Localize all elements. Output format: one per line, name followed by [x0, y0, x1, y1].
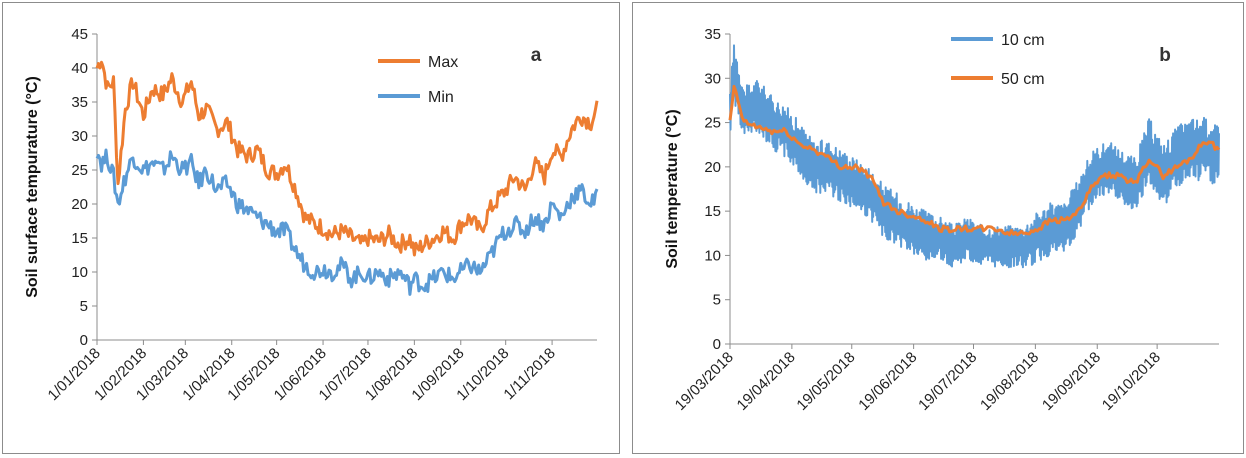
series-line-min	[95, 148, 599, 296]
x-tick-label: 19/05/2018	[793, 349, 858, 414]
y-tick-label: 10	[71, 264, 88, 281]
x-tick-label: 19/03/2018	[672, 349, 737, 414]
y-axis-label: Soil surface tempurature (°C)	[24, 76, 41, 298]
chart-panel-b: 0 5 10 15 20 25 30 35 19/03/2018 19/04/2018 19/05/…	[632, 2, 1244, 454]
legend-label-50-cm: 50 cm	[1001, 71, 1045, 88]
y-tick-label: 5	[80, 298, 88, 315]
y-tick-label: 35	[704, 26, 721, 43]
x-tick-label: 19/08/2018	[977, 349, 1042, 414]
panel-label: a	[531, 45, 542, 66]
y-tick-label: 0	[713, 336, 721, 353]
legend-label-max: Max	[428, 54, 458, 71]
y-tick-label: 0	[80, 332, 88, 349]
y-tick-label: 5	[713, 292, 721, 309]
legend-label-min: Min	[428, 89, 454, 106]
panel-label: b	[1159, 45, 1171, 66]
y-tick-label: 35	[71, 94, 88, 111]
x-tick-label: 19/10/2018	[1099, 349, 1164, 414]
y-tick-label: 45	[71, 26, 88, 43]
y-tick-label: 15	[71, 230, 88, 247]
y-tick-label: 20	[704, 159, 721, 176]
x-tick-label: 19/04/2018	[734, 349, 799, 414]
series-line-max	[95, 60, 599, 257]
y-tick-label: 30	[704, 70, 721, 87]
x-tick-label: 19/09/2018	[1039, 349, 1104, 414]
x-tick-label: 19/06/2018	[855, 349, 920, 414]
y-tick-label: 25	[71, 162, 88, 179]
y-axis-label: Soil temperature (°C)	[664, 109, 681, 268]
y-tick-label: 15	[704, 203, 721, 220]
series-line-10-cm	[729, 44, 1220, 269]
y-tick-label: 10	[704, 247, 721, 264]
legend-label-10-cm: 10 cm	[1001, 32, 1045, 49]
chart-b-svg: 0 5 10 15 20 25 30 35 19/03/201819/04/201819/05/…	[664, 26, 1221, 414]
series-line-50-cm	[728, 84, 1221, 237]
x-tick-label: 19/07/2018	[915, 349, 980, 414]
chart-panel-a: 0 5 10 15 20 25 30 35 40 45 1/01/2018 1/02/2018 1/03…	[2, 2, 620, 454]
y-tick-label: 20	[71, 196, 88, 213]
y-tick-label: 25	[704, 115, 721, 132]
y-tick-label: 40	[71, 60, 88, 77]
chart-a-svg: 0510152025303540451/01/20181/02/20181/03…	[24, 26, 599, 404]
y-tick-label: 30	[71, 128, 88, 145]
